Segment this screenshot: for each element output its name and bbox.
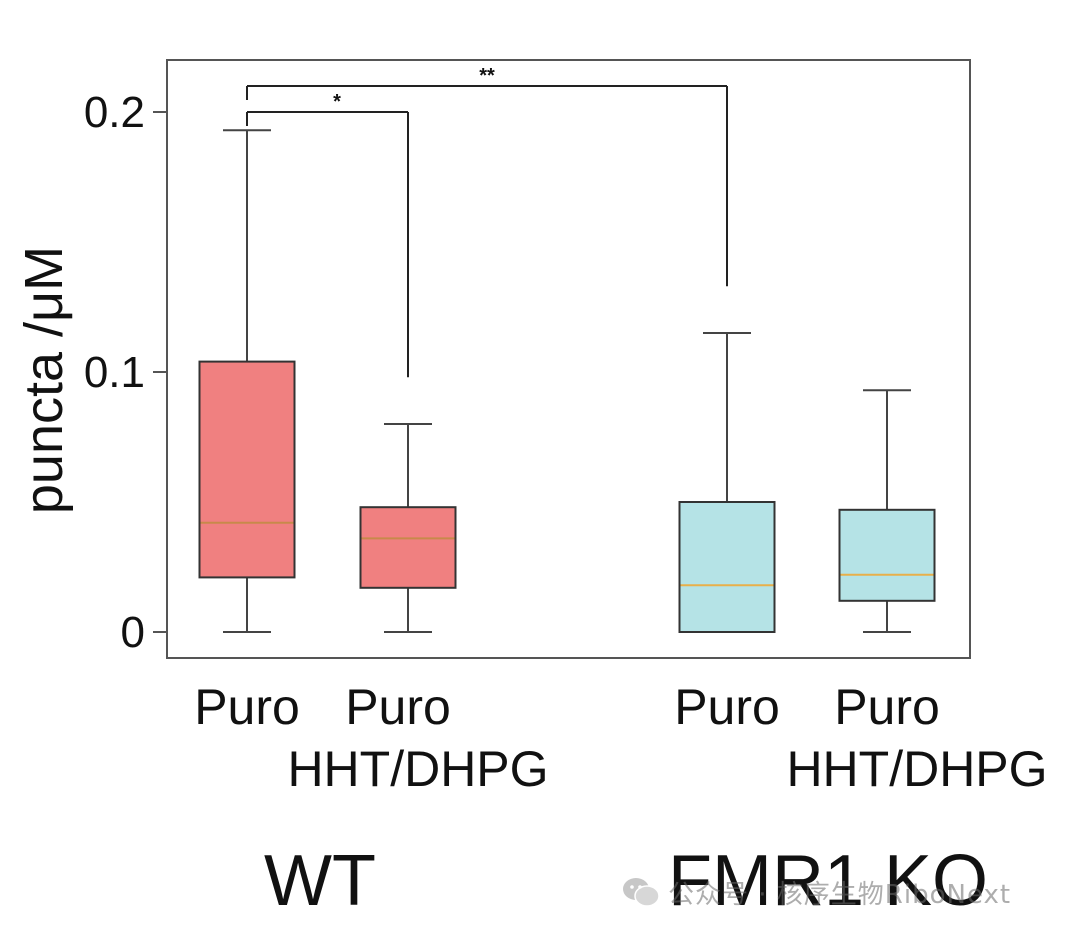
watermark: 公众号 · 核序生物RiboNext [622,872,1011,912]
group-labels: WT FMR1 KO [264,841,988,921]
y-tick-label: 0 [121,608,145,657]
box-3 [678,332,776,633]
y-tick-label: 0.1 [84,348,145,397]
box-iqr [359,506,457,589]
category-label-line1: Puro [834,679,940,735]
boxes [198,129,936,633]
significance-brackets: *** [246,65,728,378]
y-axis: 0 0.1 0.2 [84,88,167,657]
category-label-line2: HHT/DHPG [287,741,548,797]
significance-bracket: ** [246,65,728,287]
box-1 [198,129,296,633]
y-axis-label: puncta /μM [14,246,74,514]
wechat-icon [622,877,660,907]
box-iqr [838,508,936,602]
category-label-line1: Puro [194,679,300,735]
group-label: WT [264,841,376,921]
y-tick-label: 0.2 [84,88,145,137]
significance-label: ** [479,65,495,87]
box-iqr [678,501,776,633]
significance-bracket: * [246,91,409,378]
plot-frame [166,59,971,659]
category-label-line1: Puro [345,679,451,735]
box-2 [359,423,457,633]
category-label-line2: HHT/DHPG [786,741,1047,797]
box-iqr [198,360,296,579]
category-label-line1: Puro [674,679,780,735]
watermark-text: 公众号 · 核序生物RiboNext [668,879,1012,910]
box-4 [838,389,936,633]
group-label: FMR1 KO [668,841,988,921]
significance-label: * [333,91,341,113]
